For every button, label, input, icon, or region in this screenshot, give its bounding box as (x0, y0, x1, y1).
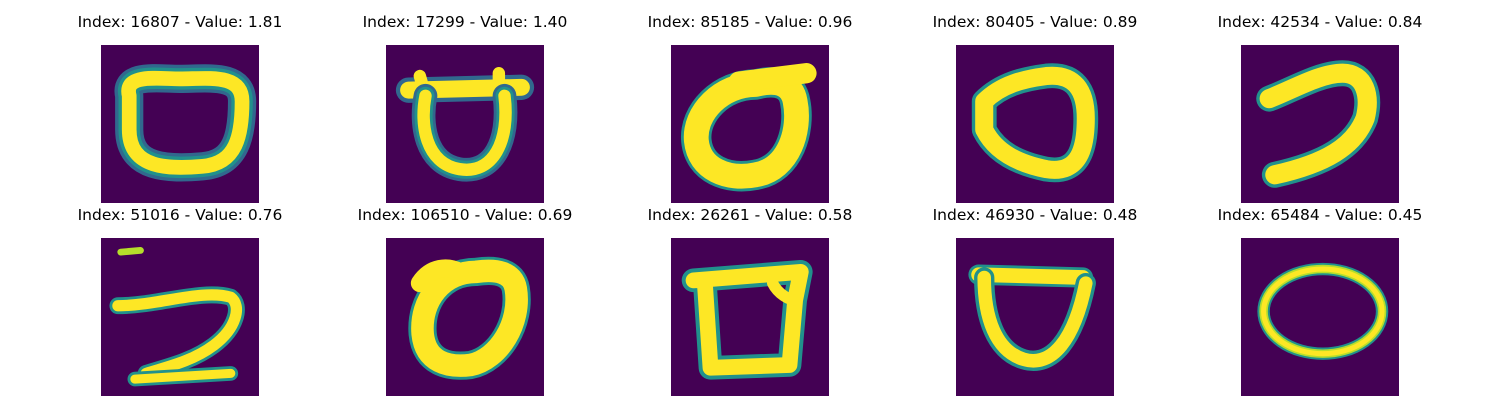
panel-title: Index: 80405 - Value: 0.89 (932, 13, 1138, 31)
digit-image (101, 238, 259, 396)
digit-image (386, 238, 544, 396)
digit-image (386, 45, 544, 203)
panel-title: Index: 65484 - Value: 0.45 (1217, 206, 1423, 224)
panel-title: Index: 51016 - Value: 0.76 (77, 206, 283, 224)
digit-image (101, 45, 259, 203)
panel-title: Index: 85185 - Value: 0.96 (647, 13, 853, 31)
digit-image (671, 238, 829, 396)
panel-title: Index: 42534 - Value: 0.84 (1217, 13, 1423, 31)
digit-image (671, 45, 829, 203)
panel-title: Index: 17299 - Value: 1.40 (362, 13, 568, 31)
digit-image (1241, 45, 1399, 203)
panel-title: Index: 46930 - Value: 0.48 (932, 206, 1138, 224)
panel-title: Index: 26261 - Value: 0.58 (647, 206, 853, 224)
digit-image (1241, 238, 1399, 396)
panel-title: Index: 16807 - Value: 1.81 (77, 13, 283, 31)
digit-image (956, 45, 1114, 203)
digit-image (956, 238, 1114, 396)
panel-title: Index: 106510 - Value: 0.69 (357, 206, 573, 224)
